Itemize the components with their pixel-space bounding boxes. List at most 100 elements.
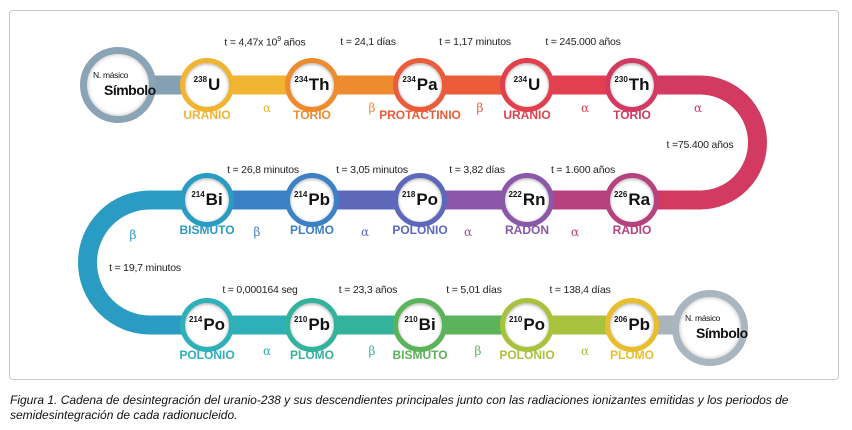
nuclide-bi-210: 210Bi bbox=[393, 298, 447, 352]
nuclide-po-218: 218Po bbox=[393, 173, 447, 227]
nuclide-symbol: 234Pa bbox=[402, 75, 438, 94]
nuclide-symbol: 226Ra bbox=[613, 190, 651, 209]
nuclide-bi-214: 214Bi bbox=[180, 173, 234, 227]
nuclide-name: PLOMO bbox=[290, 348, 334, 362]
half-life-label: t = 23,3 años bbox=[338, 284, 398, 296]
nuclide-symbol: 222Rn bbox=[508, 190, 546, 209]
mass-number: 210 bbox=[404, 315, 418, 324]
half-life-label: t = 19,7 minutos bbox=[109, 262, 181, 274]
radiation-alpha-label: α bbox=[580, 344, 590, 358]
radiation-alpha-label: α bbox=[693, 101, 703, 115]
nuclide-th-234: 234Th bbox=[285, 58, 339, 112]
nuclide-symbol: 210Pb bbox=[293, 315, 331, 334]
radiation-alpha-label: α bbox=[262, 101, 272, 115]
nuclide-symbol: 234Th bbox=[294, 75, 330, 94]
radiation-beta-label: β bbox=[476, 101, 484, 115]
half-life-label: t = 3,05 minutos bbox=[336, 164, 408, 176]
radiation-alpha-label: α bbox=[570, 225, 580, 239]
nuclide-ra-226: 226Ra bbox=[605, 173, 659, 227]
half-life-label: t = 26,8 minutos bbox=[227, 164, 299, 176]
mass-number: 238 bbox=[193, 75, 208, 84]
mass-number: 222 bbox=[508, 190, 522, 199]
nuclide-name: PROTACTINIO bbox=[379, 108, 461, 122]
half-life-label: t = 245.000 años bbox=[545, 36, 621, 48]
half-life-label: t = 5,01 días bbox=[446, 284, 502, 296]
radiation-beta-label: β bbox=[253, 225, 261, 239]
radiation-alpha-label: α bbox=[580, 101, 590, 115]
symbol-label: Símbolo bbox=[104, 82, 156, 98]
track-right-arc bbox=[632, 75, 767, 210]
nuclide-name: POLONIO bbox=[499, 348, 555, 362]
mass-number: 214 bbox=[191, 190, 205, 199]
nuclide-name: POLONIO bbox=[179, 348, 235, 362]
half-life-label: t = 1.600 años bbox=[550, 164, 616, 176]
figure-frame bbox=[9, 10, 839, 380]
half-life-label: t =75.400 años bbox=[666, 139, 734, 151]
nuclide-po-210: 210Po bbox=[500, 298, 554, 352]
nuclide-u-238: 238U bbox=[180, 58, 234, 112]
mass-number: 234 bbox=[294, 75, 308, 84]
half-life-exponent: 9 bbox=[277, 36, 281, 43]
nuclide-symbol: 214Pb bbox=[293, 190, 331, 209]
mass-number: 214 bbox=[188, 315, 203, 324]
symbol-label: Símbolo bbox=[696, 325, 748, 341]
radiation-beta-label: β bbox=[474, 344, 482, 358]
nuclide-name: PLOMO bbox=[610, 348, 654, 362]
mass-number-label: N. másico bbox=[93, 70, 129, 80]
nuclide-name: PLOMO bbox=[290, 223, 334, 237]
nuclide-name: TORIO bbox=[293, 108, 331, 122]
mass-number: 206 bbox=[613, 315, 628, 324]
nuclide-pa-234: 234Pa bbox=[393, 58, 447, 112]
half-life-label: t = 138,4 días bbox=[549, 284, 611, 296]
nuclide-th-230: 230Th bbox=[605, 58, 659, 112]
nuclide-name: URANIO bbox=[503, 108, 551, 122]
mass-number: 234 bbox=[402, 75, 416, 84]
mass-number-label: N. másico bbox=[685, 313, 721, 323]
nuclide-name: BISMUTO bbox=[179, 223, 235, 237]
mass-number: 214 bbox=[293, 190, 308, 199]
nuclide-name: RADÓN bbox=[505, 223, 549, 237]
radiation-beta-label: β bbox=[368, 101, 376, 115]
nuclide-symbol: 210Po bbox=[508, 315, 546, 334]
half-life-label: t = 24,1 días bbox=[340, 36, 396, 48]
nuclide-pb-214: 214Pb bbox=[285, 173, 339, 227]
track-left-arc bbox=[78, 190, 207, 335]
nuclide-symbol: 230Th bbox=[614, 75, 650, 94]
radiation-alpha-label: α bbox=[262, 344, 272, 358]
nuclide-pb-210: 210Pb bbox=[285, 298, 339, 352]
nuclide-symbol: 206Pb bbox=[613, 315, 651, 334]
nuclide-symbol: 214Po bbox=[188, 315, 226, 334]
mass-number: 210 bbox=[508, 315, 523, 324]
radiation-beta-label: β bbox=[368, 344, 376, 358]
radiation-alpha-label: α bbox=[463, 225, 473, 239]
mass-number: 218 bbox=[401, 190, 416, 199]
nuclide-symbol: 218Po bbox=[401, 190, 439, 209]
half-life-label: t = 4,47x 109 años bbox=[224, 36, 306, 49]
nuclide-symbol: 214Bi bbox=[191, 190, 223, 209]
half-life-label: t = 1,17 minutos bbox=[439, 36, 511, 48]
mass-number: 226 bbox=[613, 190, 628, 199]
nuclide-u-234: 234U bbox=[500, 58, 554, 112]
half-life-label: t = 0,000164 seg bbox=[222, 284, 298, 296]
radiation-beta-label: β bbox=[129, 228, 137, 242]
nuclide-rn-222: 222Rn bbox=[500, 173, 554, 227]
nuclide-symbol: 238U bbox=[193, 75, 221, 94]
mass-number: 234 bbox=[513, 75, 528, 84]
nuclide-name: POLONIO bbox=[392, 223, 448, 237]
nuclide-symbol: 234U bbox=[513, 75, 541, 94]
mass-number: 210 bbox=[293, 315, 308, 324]
nuclide-name: URANIO bbox=[183, 108, 231, 122]
legend-circle: N. másico Símbolo bbox=[80, 47, 156, 123]
mass-number: 230 bbox=[614, 75, 628, 84]
nuclide-name: BISMUTO bbox=[392, 348, 448, 362]
half-life-label: t = 3,82 días bbox=[449, 164, 505, 176]
nuclide-name: TORIO bbox=[613, 108, 651, 122]
figure-caption: Figura 1. Cadena de desintegración del u… bbox=[10, 393, 789, 422]
legend-circle: N. másico Símbolo bbox=[672, 290, 748, 366]
nuclide-symbol: 210Bi bbox=[404, 315, 436, 334]
nuclide-po-214: 214Po bbox=[180, 298, 234, 352]
radiation-alpha-label: α bbox=[360, 225, 370, 239]
nuclide-pb-206: 206Pb bbox=[605, 298, 659, 352]
nuclide-name: RADIO bbox=[612, 223, 652, 237]
